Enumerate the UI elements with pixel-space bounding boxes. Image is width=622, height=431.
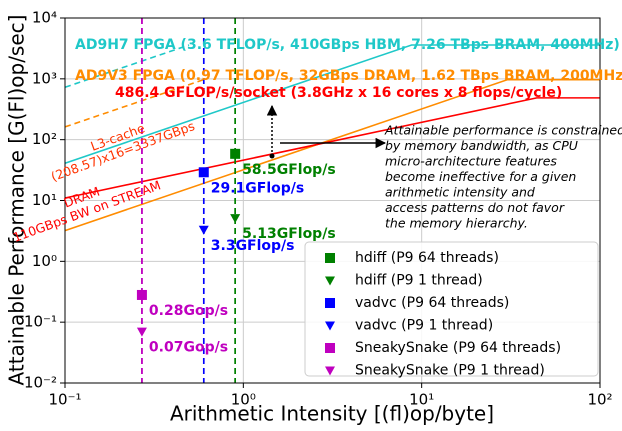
x-tick-label: 10² <box>587 391 612 409</box>
roofline <box>64 44 190 89</box>
roofline <box>64 78 204 128</box>
legend-label: SneakySnake (P9 64 threads) <box>355 340 561 356</box>
legend-marker <box>325 366 335 376</box>
point <box>136 289 147 300</box>
x-tick-label: 10⁻¹ <box>48 391 81 409</box>
arrow-tail <box>269 153 275 159</box>
legend-marker <box>325 253 335 263</box>
y-tick-label: 10¹ <box>32 191 57 209</box>
annotation: AD9V3 FPGA (0.97 TFLOP/s, 32GBps DRAM, 1… <box>75 68 622 84</box>
data-label: 29.1GFlop/s <box>211 180 304 196</box>
legend-marker <box>325 321 335 331</box>
roofline <box>64 97 600 199</box>
x-tick-label: 10¹ <box>409 391 434 409</box>
legend-marker <box>325 298 335 308</box>
data-label: 0.28Gop/s <box>149 303 228 319</box>
legend-label: vadvc (P9 1 thread) <box>355 318 493 334</box>
y-tick-label: 10⁻¹ <box>24 313 57 331</box>
annotation: arithmetic intensity and <box>385 185 535 200</box>
data-label: 0.07Gop/s <box>149 340 228 356</box>
roofline <box>64 78 600 232</box>
legend-box <box>304 241 599 377</box>
legend-label: hdiff (P9 64 threads) <box>355 250 499 266</box>
legend-label: vadvc (P9 64 threads) <box>355 295 509 311</box>
annotation: access patterns do not favor <box>385 200 565 215</box>
point <box>136 327 147 337</box>
y-tick-label: 10⁰ <box>32 252 57 270</box>
data-label: 58.5GFlop/s <box>242 162 335 178</box>
y-tick-label: 10⁴ <box>32 9 57 27</box>
point <box>230 148 241 159</box>
y-tick-label: 10³ <box>32 69 57 87</box>
annotation: the memory hierarchy. <box>385 216 528 231</box>
legend-label: hdiff (P9 1 thread) <box>355 273 483 289</box>
y-tick-label: 10⁻² <box>24 374 57 392</box>
annotation: become ineffective for a given <box>385 169 576 184</box>
point <box>230 214 241 224</box>
point <box>198 167 209 178</box>
annotation: by memory bandwidth, as CPU <box>385 138 578 153</box>
data-label: 3.3GFlop/s <box>211 238 295 254</box>
roofline <box>64 44 600 164</box>
annotation: Attainable performance is constrained <box>384 123 622 138</box>
x-tick-label: 10⁰ <box>231 391 256 409</box>
legend-marker <box>325 343 335 353</box>
plot-frame <box>64 17 601 384</box>
y-tick-label: 10² <box>32 130 57 148</box>
annotation: micro-architecture features <box>385 154 557 169</box>
point <box>198 225 209 235</box>
legend-label: SneakySnake (P9 1 thread) <box>355 363 545 379</box>
data-label: 5.13GFlop/s <box>242 226 335 242</box>
x-axis-label: Arithmetic Intensity [(fl)op/byte] <box>170 402 494 426</box>
legend-marker <box>325 276 335 286</box>
y-axis-label: Attainable Performance [G(Fl)op/sec] <box>5 15 29 386</box>
annotation: 486.4 GFLOP/s/socket (3.8GHz x 16 cores … <box>115 85 562 101</box>
annotation: AD9H7 FPGA (3.6 TFLOP/s, 410GBps HBM, 7.… <box>75 37 620 53</box>
